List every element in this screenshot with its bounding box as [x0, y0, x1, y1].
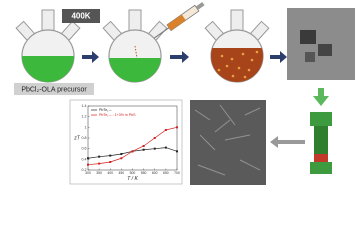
x-axis-label: T / K [127, 176, 138, 182]
arrow [170, 51, 189, 63]
point [120, 157, 123, 160]
x-tick-label: 700 [174, 171, 180, 175]
y-tick-label: 0.4 [82, 157, 87, 161]
syringe [153, 1, 205, 39]
point [98, 162, 101, 165]
x-tick-label: 450 [119, 171, 125, 175]
chart: 0.2 0.4 0.6 0.8 1 1.2 1.4 300 350 400 450 500 550 600… [73, 104, 180, 182]
sem-image [190, 100, 266, 185]
label-box [62, 9, 100, 23]
point [120, 153, 123, 155]
temperature-label: 400K [71, 12, 90, 21]
x-tick-label: 550 [141, 171, 147, 175]
label-box [14, 83, 94, 95]
x-tick-label: 350 [96, 171, 102, 175]
y-tick-label: 1.2 [82, 115, 87, 119]
arrow [82, 51, 99, 63]
arrow [313, 88, 329, 106]
x-tick-label: 300 [85, 171, 91, 175]
point [109, 154, 112, 157]
point [176, 150, 178, 153]
y-tick-label: 0.6 [82, 147, 87, 151]
precursor-label: PbCl₂-OLA precursor [21, 86, 87, 93]
point [153, 147, 156, 150]
point [153, 137, 156, 139]
legend-label: PbTe₁₋ₓ [99, 108, 112, 112]
point [98, 155, 101, 158]
graphical-abstract: 400K PbCl₂-OLA precursor [14, 1, 355, 185]
particle [300, 30, 316, 44]
point [142, 148, 145, 151]
y-tick-label: 1 [85, 125, 87, 129]
point [131, 150, 134, 153]
point [87, 157, 89, 160]
y-tick-label: 1.4 [82, 104, 87, 108]
legend-label: PbTe₁₋ₓ - 1+3% in PbS [99, 113, 136, 117]
arrow [270, 136, 305, 148]
y-tick-label: 0.8 [82, 136, 87, 140]
flask [102, 9, 168, 83]
point [164, 146, 167, 149]
arrow [270, 51, 287, 63]
y-tick-label: 0.2 [82, 168, 87, 172]
point [142, 145, 145, 147]
point [87, 163, 89, 166]
texture [194, 104, 261, 176]
device [310, 112, 332, 174]
flask [204, 9, 270, 83]
x-tick-label: 400 [107, 171, 113, 175]
x-tick-label: 500 [130, 171, 136, 175]
point [109, 161, 112, 163]
point [164, 129, 167, 131]
particle [318, 44, 332, 56]
x-tick-label: 650 [163, 171, 169, 175]
y-axis-label: zT [73, 135, 81, 141]
point [176, 126, 178, 129]
x-tick-label: 600 [152, 171, 158, 175]
particle [305, 52, 315, 62]
